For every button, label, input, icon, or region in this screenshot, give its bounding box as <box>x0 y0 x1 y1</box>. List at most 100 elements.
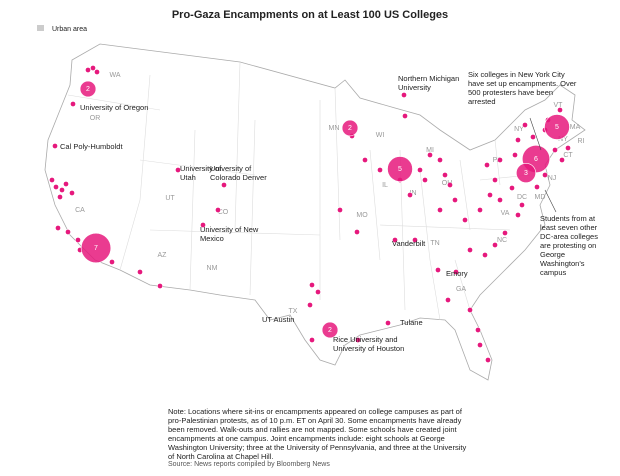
campus-dot <box>355 337 361 343</box>
us-outline <box>44 43 586 381</box>
campus-dot <box>477 342 483 348</box>
campus-dot <box>437 207 443 213</box>
campus-dot <box>85 67 91 73</box>
encampment-bubble <box>79 80 97 98</box>
campus-dot <box>412 237 418 243</box>
campus-dot <box>522 122 528 128</box>
campus-dot <box>427 152 433 158</box>
dc-annotation: Students from at least seven other DC-ar… <box>540 214 598 277</box>
legend-label: Urban area <box>52 26 87 33</box>
campus-dot <box>497 197 503 203</box>
campus-dot <box>519 202 525 208</box>
campus-dot <box>385 320 391 326</box>
campus-dot <box>453 269 459 275</box>
state-borders <box>67 61 531 321</box>
campus-dot <box>392 237 398 243</box>
encampment-bubble <box>80 232 112 264</box>
campus-dot <box>552 147 558 153</box>
state-label: NY <box>514 126 524 133</box>
college-label: University of Oregon <box>80 103 149 112</box>
encampment-bubble <box>341 119 359 137</box>
campus-dot <box>337 207 343 213</box>
campus-dot <box>407 192 413 198</box>
note: Note: Locations where sit-ins or encampm… <box>168 407 467 461</box>
campus-dot <box>362 157 368 163</box>
state-label: MA <box>570 124 581 131</box>
campus-dot <box>484 162 490 168</box>
campus-dot <box>65 229 71 235</box>
campus-dot <box>377 167 383 173</box>
state-label: AZ <box>158 252 168 259</box>
campus-dot <box>354 229 360 235</box>
leader-lines <box>529 117 557 213</box>
campus-dot <box>565 145 571 151</box>
campus-dot <box>530 134 536 140</box>
campus-dot <box>534 184 540 190</box>
campus-dot <box>477 207 483 213</box>
campus-dot <box>487 192 493 198</box>
campus-dot <box>417 167 423 173</box>
encampment-bubble <box>544 114 570 140</box>
campus-dot <box>475 327 481 333</box>
college-label: UT Austin <box>262 315 295 324</box>
campus-dot <box>422 177 428 183</box>
campus-dot <box>435 267 441 273</box>
state-label: TX <box>289 308 298 315</box>
state-label: UT <box>165 195 175 202</box>
campus-dot <box>467 247 473 253</box>
state-label: MO <box>356 212 368 219</box>
campus-dot <box>402 113 408 119</box>
campus-dot <box>53 184 59 190</box>
state-label: RI <box>578 138 585 145</box>
campus-dot <box>559 157 565 163</box>
state-label: DC <box>517 194 527 201</box>
campus-dot <box>57 194 63 200</box>
campus-dot <box>462 217 468 223</box>
state-label: VA <box>501 210 510 217</box>
campus-dot <box>509 185 515 191</box>
state-label: NM <box>207 265 218 272</box>
bubble-count: 5 <box>555 124 559 131</box>
college-label: Tulane <box>400 318 423 327</box>
campus-dot <box>497 157 503 163</box>
campus-dot <box>69 190 75 196</box>
state-label: OH <box>442 180 453 187</box>
college-label: Vanderbilt <box>392 239 426 248</box>
campus-dot <box>557 107 563 113</box>
campus-dot <box>442 172 448 178</box>
campus-dot <box>401 92 407 98</box>
encampment-bubble <box>387 156 413 182</box>
campus-dot <box>109 259 115 265</box>
campus-dot <box>542 172 548 178</box>
campus-dot <box>309 337 315 343</box>
campus-dot <box>492 177 498 183</box>
state-label: NC <box>497 237 507 244</box>
bubble-count: 2 <box>328 327 332 334</box>
campus-dot <box>515 137 521 143</box>
college-label: University of New Mexico <box>200 225 259 243</box>
state-label: CO <box>218 209 229 216</box>
legend-swatch <box>37 25 44 31</box>
state-label: WA <box>109 72 120 79</box>
campus-dot <box>467 307 473 313</box>
state-label: MN <box>329 125 340 132</box>
bubble-count: 2 <box>348 125 352 132</box>
campus-dot <box>49 177 55 183</box>
state-label: CT <box>563 152 573 159</box>
campus-dot <box>137 269 143 275</box>
campus-dot <box>59 187 65 193</box>
college-label: Emory <box>446 269 468 278</box>
state-label: IL <box>382 182 388 189</box>
state-label: MD <box>535 194 546 201</box>
title: Pro-Gaza Encampments on at Least 100 US … <box>172 9 448 21</box>
encampment-bubble <box>321 321 339 339</box>
campus-dot <box>70 101 76 107</box>
state-label: MI <box>426 147 434 154</box>
state-label: OR <box>90 115 101 122</box>
campus-dot <box>485 357 491 363</box>
college-label: Northern Michigan University <box>398 74 460 92</box>
state-label: PA <box>493 157 502 164</box>
state-label: VT <box>554 102 564 109</box>
marks: WA OR CA UT CO AZ NM TX MN WI IL MI IN OH MO TN NC VA GA PA… <box>49 65 585 363</box>
